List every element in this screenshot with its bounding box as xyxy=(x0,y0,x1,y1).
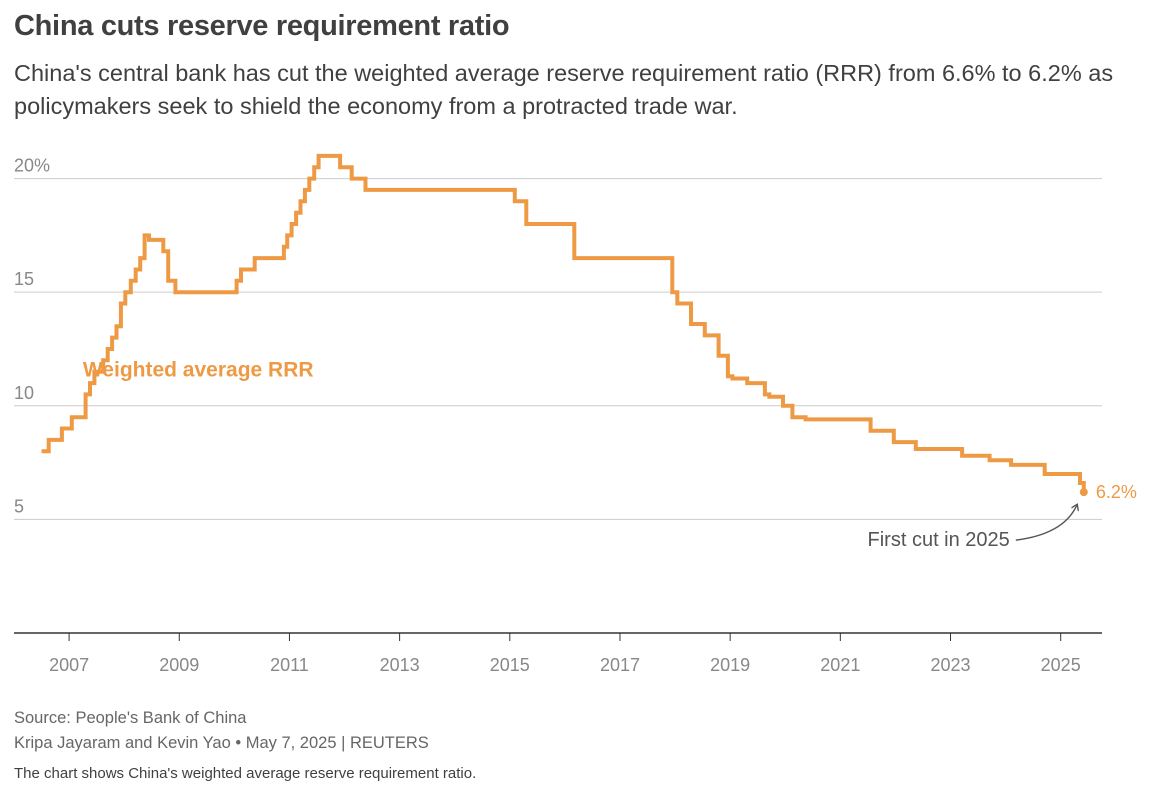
y-tick-label: 10 xyxy=(14,383,34,403)
x-tick-label: 2025 xyxy=(1041,655,1081,675)
y-tick-label: 15 xyxy=(14,269,34,289)
source-note: Source: People's Bank of China xyxy=(14,709,247,727)
x-tick-label: 2019 xyxy=(710,655,750,675)
x-tick-label: 2013 xyxy=(380,655,420,675)
y-tick-label: 20% xyxy=(14,156,50,176)
chart-title: China cuts reserve requirement ratio xyxy=(14,10,510,42)
x-tick-label: 2021 xyxy=(820,655,860,675)
chart-description: The chart shows China's weighted average… xyxy=(14,765,477,782)
end-point-marker xyxy=(1079,488,1088,497)
x-tick-label: 2017 xyxy=(600,655,640,675)
x-tick-label: 2009 xyxy=(159,655,199,675)
y-axis-labels: 5 10 15 20% xyxy=(14,156,50,517)
end-value-label: 6.2% xyxy=(1096,482,1137,502)
rrr-chart: 5 10 15 20% 2007 2009 2011 2013 2015 2017 2019 202… xyxy=(14,153,1137,675)
y-tick-label: 5 xyxy=(14,496,24,516)
gridlines xyxy=(14,178,1102,520)
x-tick-label: 2011 xyxy=(270,655,309,675)
callout-arrow xyxy=(1015,505,1077,541)
chart-subtitle: China's central bank has cut the weighte… xyxy=(14,60,1114,119)
x-axis: 2007 2009 2011 2013 2015 2017 2019 2021 2023 2025 xyxy=(49,633,1081,675)
series-label: Weighted average RRR xyxy=(83,358,314,381)
x-tick-label: 2023 xyxy=(930,655,970,675)
x-tick-label: 2007 xyxy=(49,655,89,675)
series-line-weighted-average-rrr xyxy=(41,153,1086,493)
byline: Kripa Jayaram and Kevin Yao • May 7, 202… xyxy=(14,734,429,752)
x-tick-label: 2015 xyxy=(490,655,530,675)
callout-label: First cut in 2025 xyxy=(868,529,1010,551)
